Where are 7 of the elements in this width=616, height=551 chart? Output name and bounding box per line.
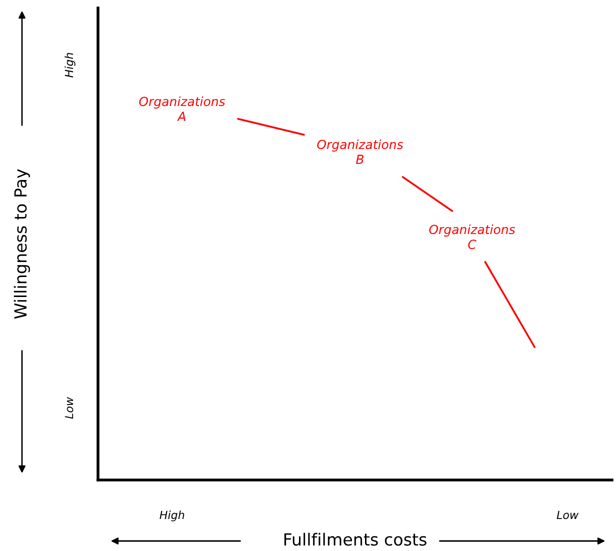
annotation: Organizations B (317, 139, 404, 164)
annotation: Organizations C (429, 224, 516, 250)
x-axis-title: Fullfilments costs (284, 532, 426, 546)
text: High (64, 52, 76, 78)
y-axis-title: Willingness to Pay (14, 169, 30, 319)
annotation: Organizations A (139, 96, 226, 121)
text: Low (64, 396, 74, 419)
